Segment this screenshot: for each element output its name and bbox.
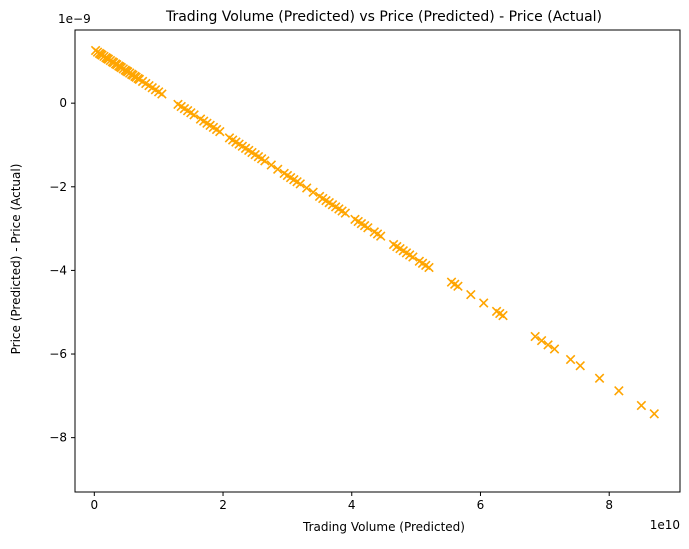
- data-point: [408, 252, 418, 262]
- chart-title: Trading Volume (Predicted) vs Price (Pre…: [165, 9, 602, 25]
- x-tick-label: 0: [90, 498, 98, 512]
- data-point: [272, 164, 283, 174]
- data-point: [157, 89, 167, 99]
- data-point: [530, 331, 540, 342]
- y-axis-offset-label: 1e−9: [58, 12, 91, 26]
- plot-frame: [74, 29, 681, 493]
- y-tick-label: 0: [59, 96, 67, 110]
- data-point: [478, 298, 489, 308]
- data-point: [424, 262, 434, 273]
- data-point: [375, 231, 386, 241]
- data-point: [466, 289, 476, 300]
- x-axis-label: Trading Volume (Predicted): [302, 520, 465, 534]
- x-tick-label: 6: [477, 498, 485, 512]
- data-point: [549, 344, 560, 354]
- x-tick-label: 8: [605, 498, 613, 512]
- x-tick-label: 2: [219, 498, 227, 512]
- data-point: [536, 335, 547, 346]
- data-point: [636, 400, 647, 411]
- data-point: [301, 183, 312, 193]
- data-point: [266, 160, 277, 170]
- y-axis: −8 −6 −4 −2 0: [49, 96, 75, 445]
- y-tick-label: −8: [49, 431, 67, 445]
- data-point: [363, 222, 373, 233]
- data-point: [215, 126, 225, 137]
- plot-area: [74, 29, 681, 493]
- data-point: [453, 281, 463, 292]
- x-axis: 0 2 4 6 8: [90, 492, 613, 512]
- data-point: [498, 310, 508, 321]
- data-point: [189, 110, 199, 120]
- data-point: [649, 409, 660, 419]
- data-point: [614, 386, 624, 396]
- x-axis-offset-label: 1e10: [650, 518, 680, 532]
- data-point: [260, 156, 270, 166]
- data-point: [594, 373, 605, 384]
- data-point: [565, 354, 576, 365]
- data-point: [340, 208, 351, 218]
- y-tick-label: −4: [49, 263, 67, 277]
- y-axis-label: Price (Predicted) - Price (Actual): [9, 164, 23, 355]
- data-point: [543, 340, 553, 350]
- x-tick-label: 4: [348, 498, 356, 512]
- data-point: [295, 179, 306, 189]
- y-tick-label: −6: [49, 347, 67, 361]
- y-tick-label: −2: [49, 180, 67, 194]
- data-point: [308, 187, 318, 197]
- data-point: [575, 360, 586, 371]
